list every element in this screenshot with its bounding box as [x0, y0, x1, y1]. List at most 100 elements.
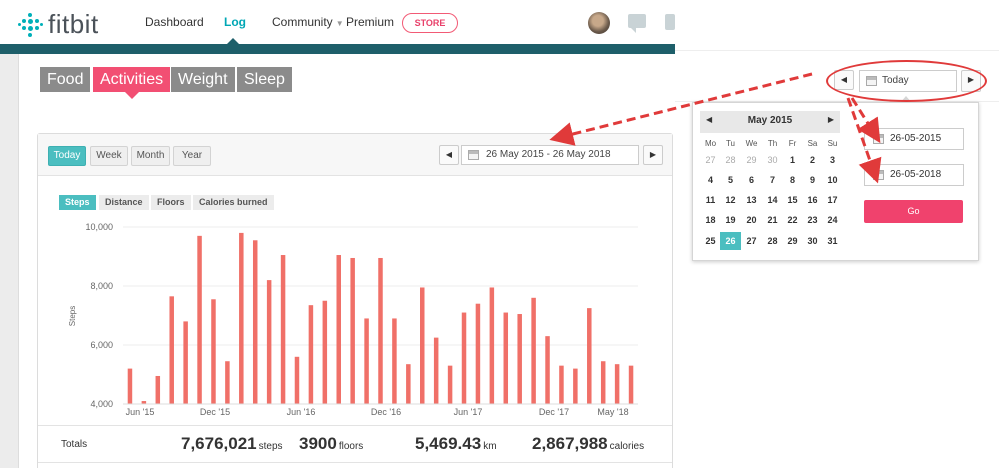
x-tick-label: Jun '15: [126, 407, 155, 417]
total-floors-value: 3900: [299, 434, 337, 453]
calendar-day[interactable]: 8: [789, 175, 795, 185]
total-calories-value: 2,867,988: [532, 434, 608, 453]
range-prev-button[interactable]: ◀: [439, 145, 459, 165]
period-today-button[interactable]: Today: [48, 146, 86, 166]
nav-log[interactable]: Log: [224, 15, 246, 29]
calendar-day[interactable]: 25: [705, 236, 716, 246]
total-distance-unit: km: [483, 441, 497, 452]
calendar-day[interactable]: 4: [707, 175, 713, 185]
period-week-button[interactable]: Week: [90, 146, 128, 166]
period-month-button[interactable]: Month: [131, 146, 170, 166]
calendar-next-month-icon[interactable]: ▶: [827, 115, 834, 124]
calendar-day[interactable]: 10: [827, 175, 838, 185]
nav-dashboard[interactable]: Dashboard: [145, 15, 204, 29]
calendar-day[interactable]: 30: [767, 155, 778, 165]
total-steps-value: 7,676,021: [181, 434, 257, 453]
date-range-label: 26 May 2015 - 26 May 2018: [486, 149, 611, 160]
steps-bar: [433, 337, 439, 404]
metric-distance-tab[interactable]: Distance: [99, 195, 149, 210]
calendar-day[interactable]: 28: [725, 155, 736, 165]
tab-weight[interactable]: Weight: [171, 67, 235, 92]
calendar-day[interactable]: 18: [705, 215, 716, 225]
calendar-day[interactable]: 23: [807, 215, 818, 225]
total-floors-unit: floors: [338, 441, 364, 452]
steps-chart: 4,000 6,000 8,000 10,000 Steps Jun '15 Dec '15…: [68, 222, 638, 417]
steps-bar: [294, 356, 300, 404]
steps-bar: [336, 255, 341, 404]
calendar-day[interactable]: 21: [767, 215, 778, 225]
y-tick-label: 8,000: [90, 281, 113, 291]
calendar-day[interactable]: 11: [705, 195, 716, 205]
nav-community[interactable]: Community ▼: [272, 15, 344, 29]
top-nav: fitbit Dashboard Log Community ▼ Premium …: [0, 0, 675, 44]
calendar-day[interactable]: 28: [767, 236, 778, 246]
calendar-day[interactable]: 22: [787, 215, 798, 225]
calendar-day[interactable]: 19: [725, 215, 736, 225]
calendar-day[interactable]: 2: [809, 155, 815, 165]
steps-bar: [252, 240, 258, 404]
divider: [18, 54, 19, 468]
calendar-day[interactable]: 6: [748, 175, 754, 185]
calendar-day[interactable]: 3: [829, 155, 835, 165]
range-next-button[interactable]: ▶: [643, 145, 663, 165]
calendar-icon: [468, 150, 479, 160]
calendar-day[interactable]: 12: [725, 195, 736, 205]
steps-bar: [503, 312, 509, 404]
calendar-day[interactable]: 1: [789, 155, 795, 165]
totals-row: Totals 7,676,021 steps 3900 floors 5,469.4…: [38, 425, 672, 463]
steps-bar: [211, 299, 216, 404]
calendar-day[interactable]: 17: [827, 195, 838, 205]
nav-premium[interactable]: Premium: [346, 15, 395, 29]
calendar-day[interactable]: 7: [769, 175, 775, 185]
annotation-circle: [826, 60, 987, 102]
calendar-day[interactable]: 27: [705, 155, 716, 165]
tab-activities[interactable]: Activities: [93, 67, 171, 99]
tab-sleep[interactable]: Sleep: [237, 67, 292, 92]
metric-steps-tab[interactable]: Steps: [59, 195, 96, 210]
avatar[interactable]: [588, 12, 610, 34]
steps-bar: [280, 255, 286, 404]
total-steps-unit: steps: [258, 441, 283, 452]
calendar-day[interactable]: 14: [767, 195, 778, 205]
period-year-button[interactable]: Year: [173, 146, 211, 166]
steps-bar: [322, 300, 328, 404]
weekday-label: Su: [827, 139, 838, 148]
calendar-day[interactable]: 29: [787, 236, 798, 246]
calendar-day[interactable]: 31: [827, 236, 838, 246]
steps-bar: [628, 365, 634, 404]
puzzle-icon[interactable]: [665, 14, 675, 30]
calendar-day[interactable]: 9: [809, 175, 815, 185]
metric-calories-tab[interactable]: Calories burned: [193, 195, 274, 210]
weekday-label: Mo: [704, 139, 717, 148]
logo-text: fitbit: [48, 9, 99, 39]
calendar-day[interactable]: 13: [746, 195, 757, 205]
tab-food[interactable]: Food: [40, 67, 91, 92]
start-date-value: 26-05-2015: [890, 133, 942, 144]
calendar-day[interactable]: 27: [746, 236, 757, 246]
weekday-label: Fr: [788, 139, 797, 148]
chat-icon[interactable]: [628, 14, 646, 33]
annotation-arrow: [846, 97, 882, 184]
calendar-day[interactable]: 30: [807, 236, 818, 246]
calendar-day[interactable]: 20: [746, 215, 757, 225]
go-button[interactable]: Go: [864, 200, 963, 223]
calendar-day[interactable]: 24: [827, 215, 838, 225]
steps-bar: [225, 361, 230, 404]
header-bar: [0, 44, 675, 54]
steps-bar: [489, 287, 495, 404]
nav-community-label: Community: [272, 15, 333, 29]
total-calories-unit: calories: [609, 441, 645, 452]
calendar-day[interactable]: 29: [746, 155, 757, 165]
total-calories: 2,867,988 calories: [532, 434, 644, 454]
fitbit-logo[interactable]: fitbit: [18, 9, 99, 40]
calendar-prev-month-icon[interactable]: ◀: [706, 115, 713, 124]
steps-bar: [364, 318, 369, 404]
calendar-day[interactable]: 16: [807, 195, 818, 205]
calendar-day-selected[interactable]: 26: [720, 232, 741, 250]
metric-floors-tab[interactable]: Floors: [151, 195, 191, 210]
calendar-day[interactable]: 5: [727, 175, 733, 185]
store-button[interactable]: STORE: [402, 13, 458, 33]
calendar-day[interactable]: 15: [787, 195, 798, 205]
